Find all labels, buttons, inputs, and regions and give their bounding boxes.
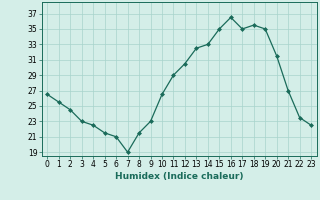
X-axis label: Humidex (Indice chaleur): Humidex (Indice chaleur)	[115, 172, 244, 181]
